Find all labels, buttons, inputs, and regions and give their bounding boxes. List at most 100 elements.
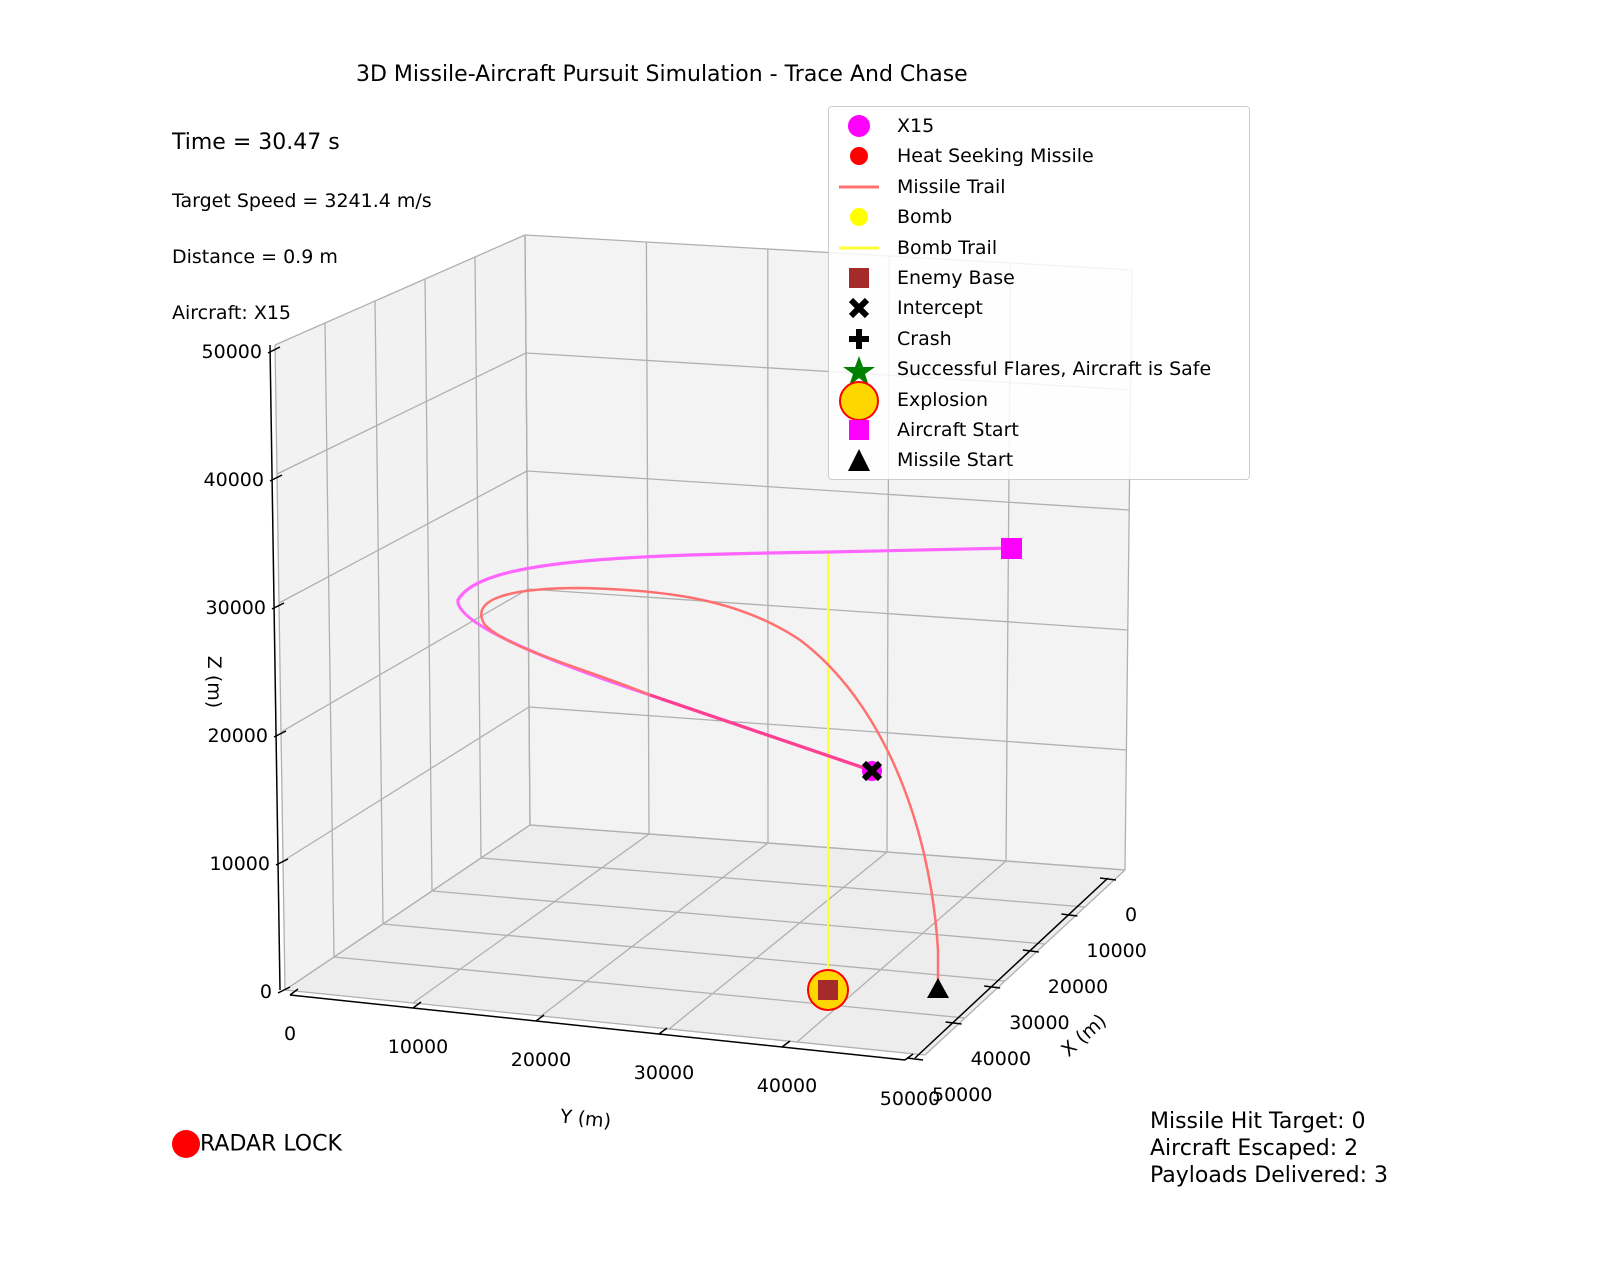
y-tick — [289, 988, 299, 996]
legend-label: X15 — [897, 115, 935, 137]
grid-line-x-back — [645, 241, 650, 835]
aircraft-start-marker — [1001, 538, 1022, 559]
legend-item: Heat Seeking Missile — [829, 141, 1249, 171]
grid-line-z-left — [276, 352, 527, 475]
z-tick — [277, 986, 291, 994]
legend-item: Bomb Trail — [829, 233, 1249, 263]
z-tick — [271, 602, 285, 610]
grid-line-y-floor — [796, 860, 1007, 1043]
y-tick — [781, 1040, 791, 1048]
grid-line-z-back — [526, 470, 1130, 511]
legend-item: Intercept — [829, 293, 1249, 323]
legend-circle-icon — [839, 113, 879, 139]
x-tick-label: 20000 — [1048, 976, 1108, 998]
grid-line-y-left — [524, 234, 531, 826]
z-tick-label: 50000 — [202, 341, 262, 363]
y-tick-label: 50000 — [880, 1088, 940, 1110]
y-axis — [289, 994, 906, 1061]
grid-line-x-floor — [333, 956, 966, 1019]
z-tick — [275, 858, 289, 866]
z-tick-label: 0 — [260, 981, 272, 1003]
x-tick — [945, 1021, 962, 1025]
grid-line-y-floor — [540, 842, 769, 1017]
y-axis-label: Y (m) — [558, 1105, 612, 1132]
x-tick — [906, 1057, 924, 1061]
legend-item: Successful Flares, Aircraft is Safe — [829, 354, 1249, 387]
legend-x-icon — [839, 295, 879, 321]
y-tick-label: 20000 — [511, 1049, 571, 1071]
distance-readout: Distance = 0.9 m — [172, 246, 338, 268]
legend-circle-icon — [839, 143, 879, 169]
legend: X15 Heat Seeking Missile Missile Trail Bomb… — [828, 106, 1250, 480]
x-tick-label: 10000 — [1086, 940, 1146, 962]
radar-lock-label: RADAR LOCK — [200, 1131, 342, 1157]
legend-plus-icon — [839, 326, 879, 352]
legend-circle-icon — [839, 204, 879, 230]
x-tick-label: 50000 — [932, 1084, 992, 1106]
legend-circle-icon — [839, 380, 879, 421]
grid-line-y-left — [274, 344, 286, 991]
chart-title: 3D Missile-Aircraft Pursuit Simulation -… — [356, 62, 968, 87]
x-tick — [1061, 913, 1078, 917]
legend-item: Aircraft Start — [829, 415, 1249, 445]
left-pane — [275, 235, 530, 990]
z-tick — [267, 346, 281, 354]
legend-item: X15 — [829, 111, 1249, 141]
overlap-trail — [649, 693, 871, 772]
floor-pane — [285, 825, 1125, 1055]
grid-line-x-floor — [284, 989, 926, 1056]
enemy-base-marker — [818, 980, 838, 1000]
legend-label: Bomb — [897, 206, 953, 229]
legend-item: Explosion — [829, 380, 1249, 421]
legend-item: Bomb — [829, 202, 1249, 232]
y-tick — [412, 1001, 422, 1009]
legend-label: Missile Start — [897, 449, 1014, 472]
grid-line-z-left — [280, 588, 529, 733]
legend-triangle-icon — [839, 447, 879, 473]
legend-square-icon — [839, 265, 879, 291]
legend-label: Enemy Base — [897, 267, 1015, 289]
grid-line-z-left — [274, 234, 526, 346]
intercept-marker — [861, 760, 883, 782]
grid-line-z-left — [278, 470, 528, 604]
x-tick — [984, 985, 1001, 989]
legend-label: Intercept — [897, 297, 983, 320]
legend-line-icon — [839, 174, 879, 200]
z-tick-label: 20000 — [208, 725, 268, 747]
x-axis — [914, 877, 1109, 1059]
grid-line-x-floor — [431, 890, 1046, 945]
y-tick — [904, 1053, 914, 1061]
y-tick-label: 0 — [284, 1023, 296, 1045]
grid-line-y-left — [424, 278, 433, 892]
legend-item: Missile Start — [829, 445, 1249, 475]
z-axis — [269, 344, 281, 991]
x-tick-label: 0 — [1125, 904, 1137, 926]
y-tick-label: 40000 — [757, 1075, 817, 1097]
legend-item: Crash — [829, 324, 1249, 354]
y-tick-label: 30000 — [634, 1062, 694, 1084]
x-tick-label: 40000 — [971, 1048, 1031, 1070]
grid-line-y-left — [374, 300, 384, 925]
grid-line-y-floor — [412, 833, 650, 1004]
aircraft-readout: Aircraft: X15 — [172, 302, 292, 324]
z-axis-label: Z (m) — [203, 656, 225, 708]
stat-payloads: Payloads Delivered: 3 — [1150, 1163, 1388, 1188]
grid-line-y-left — [474, 256, 482, 859]
z-tick-label: 40000 — [204, 469, 264, 491]
legend-label: Heat Seeking Missile — [897, 145, 1094, 168]
legend-label: Missile Trail — [897, 175, 1006, 198]
speed-readout: Target Speed = 3241.4 m/s — [172, 190, 432, 212]
z-tick — [273, 730, 287, 738]
grid-line-y-left — [324, 322, 335, 958]
missile-trail — [480, 586, 940, 988]
legend-item: Missile Trail — [829, 172, 1249, 202]
y-tick — [658, 1027, 668, 1035]
legend-label: Bomb Trail — [897, 236, 998, 259]
x-tick — [1022, 949, 1039, 953]
x-tick-label: 30000 — [1009, 1012, 1069, 1034]
legend-square-icon — [839, 417, 879, 443]
grid-line-z-left — [282, 706, 530, 862]
stats: Missile Hit Target: 0 Aircraft Escaped: … — [1150, 1108, 1388, 1189]
grid-line-x-floor — [382, 923, 1006, 982]
